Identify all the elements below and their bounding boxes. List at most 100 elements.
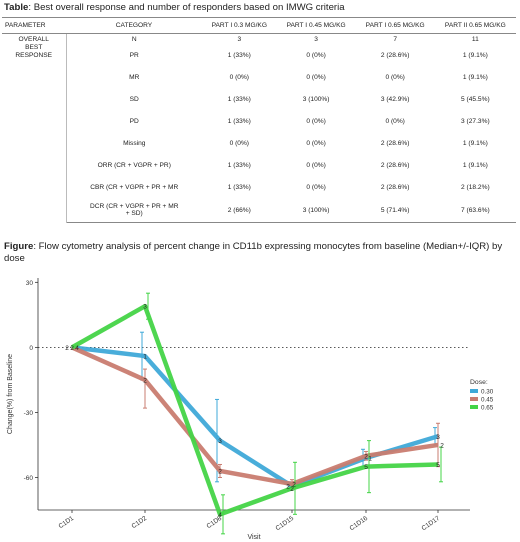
value-cell: 2 (28.6%) — [380, 162, 410, 169]
table-row: OVERALL BEST RESPONSE N 3 3 7 11 — [2, 33, 516, 223]
series-0.65 — [70, 292, 443, 535]
legend-label: 0.45 — [481, 397, 494, 404]
category-cell: MR — [66, 67, 202, 89]
parameter-cell: OVERALL BEST RESPONSE — [2, 33, 67, 223]
y-tick-label: 0 — [29, 345, 33, 352]
value-cell: 1 (33%) — [227, 184, 251, 191]
point-n-label: 2 — [65, 345, 69, 352]
value-cell: 7 — [393, 35, 397, 43]
point-n-label: 5 — [436, 462, 440, 469]
point-n-label: 3 — [218, 438, 222, 445]
y-tick-label: -60 — [24, 475, 34, 482]
category-cell: ORR (CR + VGPR + PR) — [66, 155, 202, 177]
value-cell: 1 (9.1%) — [462, 162, 488, 169]
value-cell: 0 (0%) — [306, 184, 326, 191]
legend-swatch — [470, 397, 478, 401]
value-cell: 1 (9.1%) — [462, 52, 488, 59]
legend-swatch — [470, 389, 478, 393]
category-label: DCR (CR + VGPR + PR + MR — [90, 203, 179, 211]
table-caption-text: : Best overall response and number of re… — [28, 2, 345, 13]
point-n-label: 2 — [218, 468, 222, 475]
table-caption-label: Table — [4, 2, 29, 13]
value-cell: 5 (71.4%) — [355, 198, 435, 223]
value-cell: 1 (33%) — [227, 96, 251, 103]
x-tick-label: C1D2 — [131, 515, 149, 530]
value-cell: 0 (0%) — [306, 118, 326, 125]
category-label: PR — [129, 52, 139, 59]
header-category: CATEGORY — [66, 17, 202, 34]
parameter-line: BEST — [25, 44, 43, 51]
value-cell: 2 (18.2%) — [461, 184, 490, 191]
table-row: DCR (CR + VGPR + PR + MR + SD) 2 (66%) 3 (1… — [2, 198, 516, 223]
table-row: PD 1 (33%) 0 (0%) 0 (0%) 3 (27.3%) — [2, 111, 516, 133]
value-cell: 5 (45.5%) — [461, 96, 490, 103]
category-label: PD — [129, 118, 139, 125]
header-part1-045: PART I 0.45 MG/KG — [276, 17, 356, 34]
header-parameter: PARAMETER — [2, 17, 66, 34]
point-n-label: 2 — [290, 486, 294, 493]
value-cell: 1 (33%) — [227, 162, 251, 169]
point-n-label: 2 — [364, 453, 368, 460]
category-cell: SD — [66, 89, 202, 111]
value-cell: 2 (28.6%) — [380, 140, 410, 147]
point-n-label: 2 — [292, 481, 296, 488]
value-cell: 3 (100%) — [302, 96, 330, 103]
category-label: Missing — [123, 140, 146, 147]
point-n-label: 4 — [75, 345, 79, 352]
point-n-label: 1 — [143, 354, 147, 361]
figure-caption-label: Figure — [4, 241, 34, 252]
series-line — [70, 303, 439, 517]
point-n-label: 2 — [143, 377, 147, 384]
table-caption: Table: Best overall response and number … — [4, 2, 516, 14]
y-tick-label: 30 — [26, 280, 34, 287]
value-cell: 2 (28.6%) — [380, 52, 410, 59]
value-cell: 0 (0%) — [306, 162, 326, 169]
value-cell: 3 (42.9%) — [380, 96, 410, 103]
legend-label: 0.30 — [481, 389, 494, 396]
series-line — [71, 345, 439, 487]
value-cell: 3 — [237, 35, 242, 43]
value-cell: 1 (9.1%) — [462, 140, 488, 147]
value-cell: 1 (33%) — [227, 52, 251, 59]
value-cell: 0 (0%) — [385, 118, 405, 125]
parameter-line: RESPONSE — [15, 52, 53, 59]
header-part2-065: PART II 0.65 MG/KG — [434, 17, 516, 34]
category-label-cont: + SD) — [125, 210, 143, 218]
header-part1-065: PART I 0.65 MG/KG — [355, 17, 435, 34]
legend-swatch — [470, 405, 478, 409]
value-cell: 1 (33%) — [227, 118, 251, 125]
value-cell: 0 (0%) — [229, 140, 249, 147]
legend-title: Dose: — [470, 379, 488, 386]
point-n-label: 2 — [440, 442, 444, 449]
category-label: SD — [129, 96, 139, 103]
table-row: PR 1 (33%) 0 (0%) 2 (28.6%) 1 (9.1%) — [2, 45, 516, 67]
value-cell: 2 (28.6%) — [380, 184, 410, 191]
y-axis-title: Change(%) from Baseline — [7, 354, 14, 434]
value-cell: 11 — [471, 35, 479, 43]
value-cell: 2 (66%) — [202, 198, 277, 223]
point-n-label: 1 — [368, 455, 372, 462]
table-row: MR 0 (0%) 0 (0%) 0 (0%) 1 (9.1%) — [2, 67, 516, 89]
x-axis-title: Visit — [247, 534, 260, 541]
figure-caption-text: : Flow cytometry analysis of percent cha… — [4, 241, 503, 264]
category-cell: N — [66, 34, 202, 45]
point-n-label: 5 — [364, 464, 368, 471]
point-n-label: 2 — [70, 345, 74, 352]
category-cell: DCR (CR + VGPR + PR + MR + SD) — [66, 198, 202, 223]
value-cell: 7 (63.6%) — [434, 198, 516, 223]
category-cell: PR — [66, 45, 202, 67]
series-0.45 — [71, 345, 440, 489]
point-n-label: 4 — [218, 512, 222, 519]
category-label: ORR (CR + VGPR + PR) — [97, 162, 171, 169]
y-tick-label: -30 — [24, 410, 34, 417]
parameter-line: OVERALL — [18, 36, 49, 43]
value-cell: 3 (27.3%) — [461, 118, 490, 125]
x-tick-label: C1D17 — [421, 515, 442, 533]
category-label: CBR (CR + VGPR + PR + MR — [90, 184, 179, 191]
table-row: CBR (CR + VGPR + PR + MR 1 (33%) 0 (0%) 2 (… — [2, 177, 516, 199]
x-tick-label: C1D15 — [275, 515, 296, 533]
value-cell: 0 (0%) — [229, 74, 249, 81]
value-cell: 0 (0%) — [306, 52, 326, 59]
figure-caption: Figure: Flow cytometry analysis of perce… — [4, 241, 516, 265]
